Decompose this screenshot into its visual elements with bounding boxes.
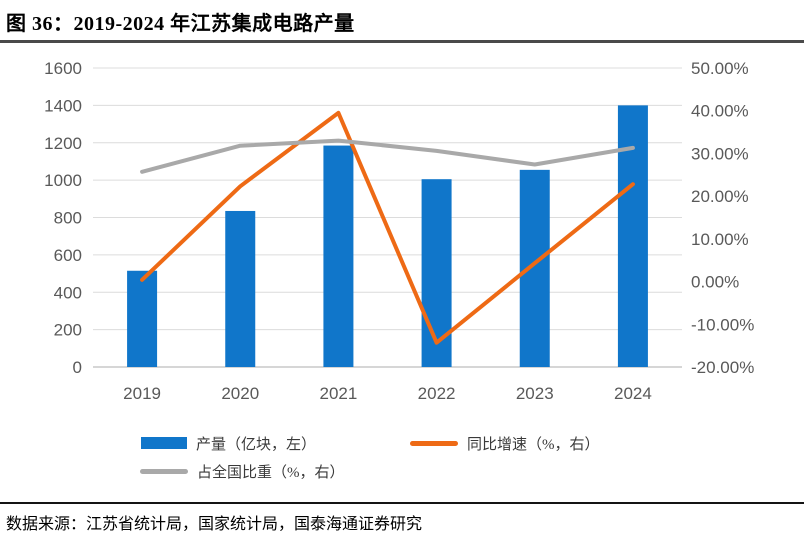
gridlines bbox=[93, 67, 682, 368]
svg-text:50.00%: 50.00% bbox=[691, 59, 749, 78]
chart-area: 1600 1400 1200 1000 800 600 400 200 0 50.00% 40.00… bbox=[0, 50, 804, 415]
data-source-text: 数据来源：江苏省统计局，国家统计局，国泰海通证券研究 bbox=[6, 516, 423, 533]
svg-text:2024: 2024 bbox=[614, 384, 652, 403]
svg-text:2021: 2021 bbox=[320, 384, 358, 403]
production-bar-swatch bbox=[141, 437, 187, 449]
svg-text:10.00%: 10.00% bbox=[691, 230, 749, 249]
legend-label-production: 产量（亿块，左） bbox=[196, 436, 317, 453]
legend-item-production: 产量（亿块，左） bbox=[141, 432, 316, 454]
svg-text:800: 800 bbox=[54, 209, 82, 228]
left-axis-tick-labels: 1600 1400 1200 1000 800 600 400 200 0 bbox=[44, 59, 82, 377]
svg-text:1400: 1400 bbox=[44, 96, 82, 115]
bar-2023 bbox=[519, 169, 550, 367]
national-share-line bbox=[140, 138, 635, 174]
svg-text:30.00%: 30.00% bbox=[691, 144, 749, 163]
svg-text:1000: 1000 bbox=[44, 171, 82, 190]
title-divider bbox=[0, 40, 804, 43]
bar-2020 bbox=[225, 210, 256, 367]
yoy-line-swatch bbox=[410, 440, 458, 446]
svg-text:20.00%: 20.00% bbox=[691, 187, 749, 206]
svg-text:0: 0 bbox=[73, 358, 82, 377]
chart-svg: 1600 1400 1200 1000 800 600 400 200 0 50.00% 40.00… bbox=[44, 59, 754, 403]
svg-text:1200: 1200 bbox=[44, 134, 82, 153]
bar-2024 bbox=[617, 105, 648, 367]
svg-text:2019: 2019 bbox=[123, 384, 161, 403]
yoy-growth-line bbox=[140, 110, 635, 345]
svg-text:0.00%: 0.00% bbox=[691, 273, 739, 292]
svg-text:-20.00%: -20.00% bbox=[691, 358, 754, 377]
svg-text:2023: 2023 bbox=[516, 384, 554, 403]
svg-text:600: 600 bbox=[54, 246, 82, 265]
svg-text:-10.00%: -10.00% bbox=[691, 315, 754, 334]
x-axis-category-labels: 2019 2020 2021 2022 2023 2024 bbox=[123, 384, 652, 403]
share-line-swatch bbox=[140, 468, 188, 474]
svg-text:200: 200 bbox=[54, 321, 82, 340]
bar-2021 bbox=[323, 145, 354, 367]
svg-text:40.00%: 40.00% bbox=[691, 102, 749, 121]
legend-item-yoy-growth: 同比增速（%，右） bbox=[410, 432, 600, 454]
bar-2019 bbox=[127, 270, 158, 367]
legend-label-yoy-growth: 同比增速（%，右） bbox=[467, 436, 600, 453]
right-axis-tick-labels: 50.00% 40.00% 30.00% 20.00% 10.00% 0.00% -10.0… bbox=[691, 59, 754, 377]
source-divider bbox=[0, 502, 804, 504]
svg-text:2022: 2022 bbox=[418, 384, 456, 403]
svg-text:2020: 2020 bbox=[221, 384, 259, 403]
legend-item-national-share: 占全国比重（%，右） bbox=[140, 460, 345, 482]
legend-label-national-share: 占全国比重（%，右） bbox=[197, 464, 345, 481]
svg-text:400: 400 bbox=[54, 283, 82, 302]
svg-text:1600: 1600 bbox=[44, 59, 82, 78]
production-bars bbox=[127, 105, 648, 367]
figure-title: 图 36：2019-2024 年江苏集成电路产量 bbox=[6, 13, 355, 35]
